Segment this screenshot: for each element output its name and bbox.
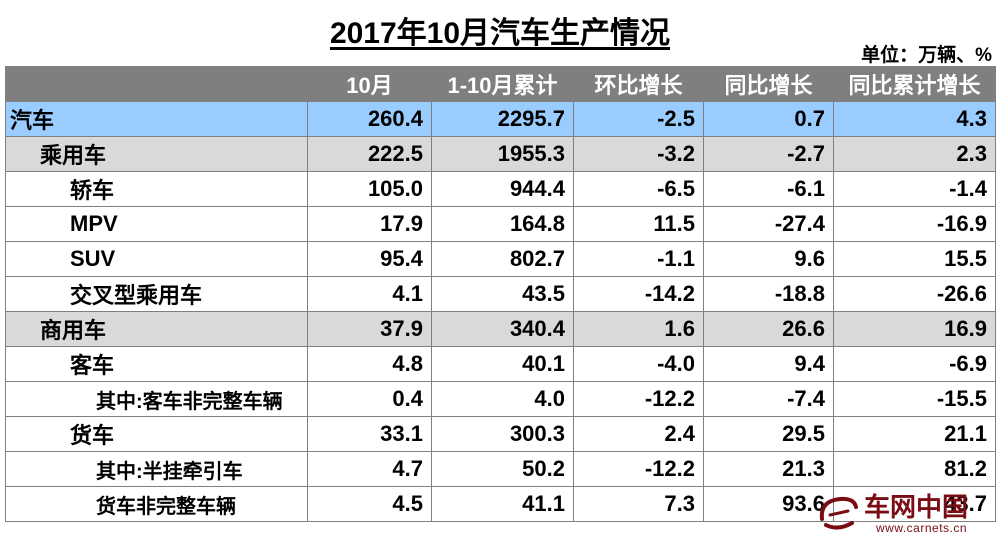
cell-value: 37.9 xyxy=(307,311,432,347)
header-october: 10月 xyxy=(307,66,432,102)
cell-value: 17.9 xyxy=(307,206,432,242)
row-label: 轿车 xyxy=(5,171,308,207)
cell-value: -14.2 xyxy=(573,276,704,312)
row-label: 其中:半挂牵引车 xyxy=(5,451,308,487)
carnets-logo-icon xyxy=(819,496,858,530)
cell-value: 43.7 xyxy=(833,486,996,522)
table-header-row: 10月 1-10月累计 环比增长 同比增长 同比累计增长 xyxy=(5,66,996,102)
row-label: MPV xyxy=(5,206,308,242)
row-label: 交叉型乘用车 xyxy=(5,276,308,312)
cell-value: 11.5 xyxy=(573,206,704,242)
cell-value: 15.5 xyxy=(833,241,996,277)
cell-value: 93.6 xyxy=(703,486,834,522)
cell-value: -6.1 xyxy=(703,171,834,207)
cell-value: 29.5 xyxy=(703,416,834,452)
cell-value: 40.1 xyxy=(431,346,574,382)
row-label: 货车非完整车辆 xyxy=(5,486,308,522)
cell-value: 0.4 xyxy=(307,381,432,417)
cell-value: 4.8 xyxy=(307,346,432,382)
header-yoy-cumulative-growth: 同比累计增长 xyxy=(833,66,996,102)
cell-value: 26.6 xyxy=(703,311,834,347)
cell-value: 43.5 xyxy=(431,276,574,312)
table-row: MPV 17.9 164.8 11.5 -27.4 -16.9 xyxy=(5,206,996,242)
watermark: 车网中国 www.carnets.cn xyxy=(814,487,994,543)
unit-note: 单位：万辆、% xyxy=(861,45,992,66)
cell-value: 0.7 xyxy=(703,101,834,137)
cell-value: 2.4 xyxy=(573,416,704,452)
cell-value: 95.4 xyxy=(307,241,432,277)
watermark-name: 车网中国 xyxy=(864,493,969,523)
cell-value: 1955.3 xyxy=(431,136,574,172)
header-cumulative: 1-10月累计 xyxy=(431,66,574,102)
cell-value: 105.0 xyxy=(307,171,432,207)
table-row: 乘用车 222.5 1955.3 -3.2 -2.7 2.3 xyxy=(5,136,996,172)
row-label: 乘用车 xyxy=(5,136,308,172)
cell-value: -7.4 xyxy=(703,381,834,417)
cell-value: -15.5 xyxy=(833,381,996,417)
cell-value: 222.5 xyxy=(307,136,432,172)
cell-value: 164.8 xyxy=(431,206,574,242)
cell-value: 4.3 xyxy=(833,101,996,137)
cell-value: 4.0 xyxy=(431,381,574,417)
watermark-url: www.carnets.cn xyxy=(876,521,968,535)
cell-value: 340.4 xyxy=(431,311,574,347)
cell-value: -6.9 xyxy=(833,346,996,382)
cell-value: -1.1 xyxy=(573,241,704,277)
cell-value: -2.7 xyxy=(703,136,834,172)
cell-value: 7.3 xyxy=(573,486,704,522)
row-label: 商用车 xyxy=(5,311,308,347)
table-row: 其中:半挂牵引车 4.7 50.2 -12.2 21.3 81.2 xyxy=(5,451,996,487)
cell-value: 21.1 xyxy=(833,416,996,452)
table-row: 客车 4.8 40.1 -4.0 9.4 -6.9 xyxy=(5,346,996,382)
table-row: SUV 95.4 802.7 -1.1 9.6 15.5 xyxy=(5,241,996,277)
cell-value: -18.8 xyxy=(703,276,834,312)
cell-value: -26.6 xyxy=(833,276,996,312)
cell-value: -1.4 xyxy=(833,171,996,207)
table-row: 轿车 105.0 944.4 -6.5 -6.1 -1.4 xyxy=(5,171,996,207)
table-row: 其中:客车非完整车辆 0.4 4.0 -12.2 -7.4 -15.5 xyxy=(5,381,996,417)
cell-value: -12.2 xyxy=(573,381,704,417)
cell-value: 2295.7 xyxy=(431,101,574,137)
header-category xyxy=(5,66,308,102)
table-row: 汽车 260.4 2295.7 -2.5 0.7 4.3 xyxy=(5,101,996,137)
cell-value: 41.1 xyxy=(431,486,574,522)
row-label: 客车 xyxy=(5,346,308,382)
cell-value: 21.3 xyxy=(703,451,834,487)
cell-value: 33.1 xyxy=(307,416,432,452)
table-row: 货车 33.1 300.3 2.4 29.5 21.1 xyxy=(5,416,996,452)
cell-value: 4.7 xyxy=(307,451,432,487)
cell-value: -4.0 xyxy=(573,346,704,382)
cell-value: 300.3 xyxy=(431,416,574,452)
table-row: 货车非完整车辆 4.5 41.1 7.3 93.6 43.7 xyxy=(5,486,996,522)
cell-value: 81.2 xyxy=(833,451,996,487)
table-row: 交叉型乘用车 4.1 43.5 -14.2 -18.8 -26.6 xyxy=(5,276,996,312)
cell-value: -3.2 xyxy=(573,136,704,172)
cell-value: -6.5 xyxy=(573,171,704,207)
row-label: 其中:客车非完整车辆 xyxy=(5,381,308,417)
table-row: 商用车 37.9 340.4 1.6 26.6 16.9 xyxy=(5,311,996,347)
cell-value: 260.4 xyxy=(307,101,432,137)
cell-value: 9.6 xyxy=(703,241,834,277)
cell-value: -27.4 xyxy=(703,206,834,242)
cell-value: -2.5 xyxy=(573,101,704,137)
cell-value: -16.9 xyxy=(833,206,996,242)
cell-value: 50.2 xyxy=(431,451,574,487)
cell-value: 4.1 xyxy=(307,276,432,312)
header-mom-growth: 环比增长 xyxy=(573,66,704,102)
row-label: 货车 xyxy=(5,416,308,452)
production-table: 10月 1-10月累计 环比增长 同比增长 同比累计增长 汽车 260.4 22… xyxy=(5,66,996,522)
cell-value: 4.5 xyxy=(307,486,432,522)
cell-value: 16.9 xyxy=(833,311,996,347)
page-title: 2017年10月汽车生产情况 xyxy=(329,17,671,50)
header-yoy-growth: 同比增长 xyxy=(703,66,834,102)
cell-value: 9.4 xyxy=(703,346,834,382)
cell-value: 944.4 xyxy=(431,171,574,207)
cell-value: 802.7 xyxy=(431,241,574,277)
row-label: 汽车 xyxy=(5,101,308,137)
cell-value: -12.2 xyxy=(573,451,704,487)
row-label: SUV xyxy=(5,241,308,277)
cell-value: 1.6 xyxy=(573,311,704,347)
cell-value: 2.3 xyxy=(833,136,996,172)
